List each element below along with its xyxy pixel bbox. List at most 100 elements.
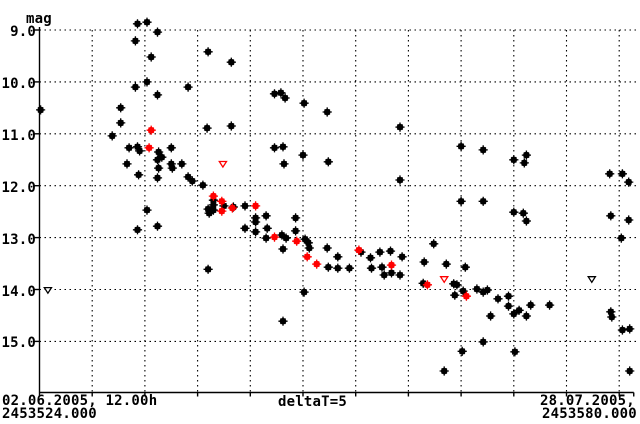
data-point-marker [43, 286, 53, 295]
data-point-marker [152, 27, 163, 37]
data-point-marker [514, 305, 524, 315]
observations-red [144, 125, 471, 301]
data-point-marker [509, 207, 519, 217]
data-point-marker [269, 232, 280, 242]
data-point-marker [457, 346, 467, 356]
data-point-marker [130, 82, 140, 92]
data-point-marker [624, 177, 634, 187]
y-axis-tick-label: 13.0 [1, 231, 36, 248]
data-point-marker [132, 19, 143, 29]
data-point-marker [154, 147, 164, 157]
data-point-marker [304, 243, 314, 253]
data-point-marker [587, 276, 597, 284]
data-point-marker [152, 155, 163, 165]
data-point-marker [251, 217, 261, 227]
data-point-marker [333, 263, 343, 273]
data-point-marker [333, 252, 343, 262]
data-point-marker [379, 270, 389, 280]
limits-red [218, 160, 449, 284]
gridlines [39, 29, 637, 393]
data-point-marker [607, 312, 617, 322]
data-point-marker [460, 262, 470, 272]
data-point-marker [456, 141, 466, 151]
x-axis-delta-label: deltaT=5 [278, 394, 348, 410]
data-point-marker [280, 93, 290, 103]
data-point-marker [269, 89, 280, 99]
data-point-marker [458, 286, 468, 296]
x-axis-end-date-label: 28.07.2005, 1 [540, 393, 635, 409]
data-point-marker [251, 201, 261, 211]
data-point-marker [204, 208, 214, 218]
data-point-marker [217, 196, 227, 206]
data-point-marker [166, 143, 176, 153]
y-axis-tick-label: 15.0 [1, 335, 36, 352]
observations-black [35, 17, 635, 376]
data-point-marker [503, 301, 514, 311]
data-point-marker [377, 262, 387, 272]
data-point-marker [122, 159, 132, 169]
data-point-marker [278, 316, 288, 326]
data-point-marker [617, 169, 628, 179]
data-point-marker [486, 311, 496, 321]
data-point-marker [35, 105, 46, 115]
data-point-marker [278, 244, 288, 254]
x-axis-start-date-label: 02.06.2005, 12.00h [2, 393, 158, 409]
data-point-marker [251, 227, 261, 237]
data-point-marker [422, 280, 432, 290]
data-point-marker [518, 208, 528, 218]
data-point-marker [203, 264, 213, 274]
data-point-marker [375, 247, 385, 257]
data-point-marker [385, 246, 396, 256]
data-point-marker [397, 252, 407, 262]
data-point-marker [187, 176, 197, 186]
data-point-marker [281, 233, 291, 243]
data-point-marker [456, 196, 466, 206]
data-point-marker [625, 324, 635, 334]
data-point-marker [429, 239, 439, 249]
data-point-marker [132, 225, 143, 235]
data-point-marker [152, 173, 163, 183]
data-point-marker [198, 180, 208, 190]
data-point-marker [461, 291, 471, 301]
data-point-marker [616, 233, 626, 243]
data-point-marker [217, 206, 227, 216]
data-point-marker [521, 311, 532, 321]
data-point-marker [146, 125, 156, 135]
data-point-marker [298, 150, 308, 160]
data-point-marker [509, 155, 519, 165]
data-point-marker [261, 211, 271, 221]
y-axis-tick-label: 10.0 [1, 75, 36, 92]
data-point-marker [323, 262, 333, 272]
data-point-marker [142, 77, 152, 87]
data-point-marker [450, 290, 460, 300]
data-point-marker [167, 163, 177, 173]
data-point-marker [365, 253, 376, 263]
data-point-marker [146, 52, 156, 62]
data-point-marker [116, 103, 126, 113]
data-point-marker [124, 143, 134, 153]
data-point-marker [395, 175, 405, 185]
data-point-marker [152, 221, 163, 231]
data-point-marker [386, 268, 397, 278]
data-point-marker [519, 158, 529, 168]
data-point-marker [278, 142, 288, 152]
limits-black [43, 276, 597, 295]
data-point-marker [208, 200, 218, 210]
axes [34, 27, 635, 397]
data-point-marker [183, 172, 193, 182]
data-point-marker [472, 284, 482, 294]
y-axis-unit-label: mag [26, 11, 52, 27]
data-point-marker [526, 300, 536, 310]
data-point-marker [606, 211, 616, 221]
data-point-marker [135, 146, 145, 156]
data-point-marker [116, 118, 126, 128]
data-point-marker [419, 257, 429, 267]
data-point-marker [208, 191, 218, 201]
data-point-marker [478, 196, 488, 206]
data-point-marker [322, 107, 332, 117]
data-point-marker [261, 233, 271, 243]
data-point-marker [202, 123, 212, 133]
data-point-marker [144, 143, 154, 153]
